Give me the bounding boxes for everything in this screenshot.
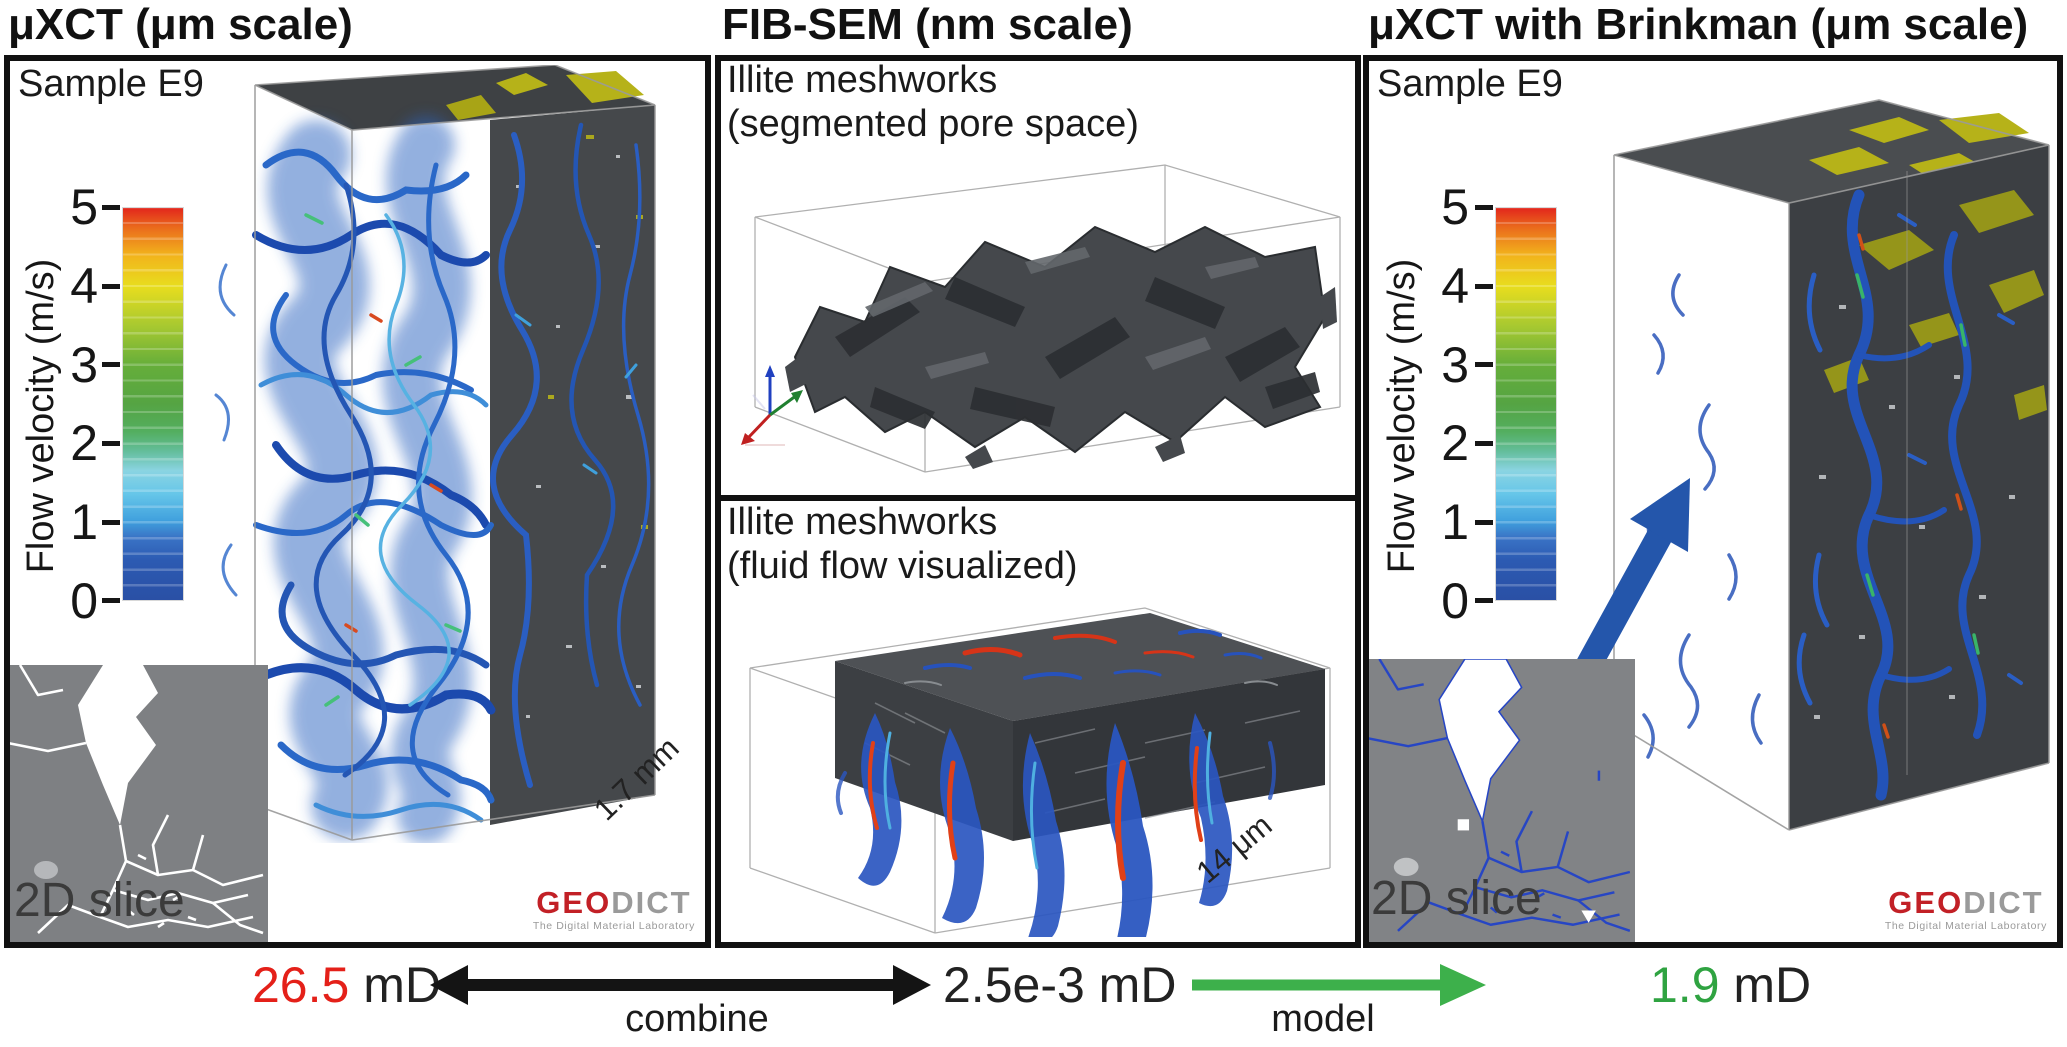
- colorbar-tick-mark: [102, 284, 120, 289]
- brinkman-flow-volume-render: [1559, 99, 2050, 831]
- axis-triad-icon: [741, 365, 803, 446]
- colorbar-tick: 3: [1441, 337, 1469, 393]
- subpanel-divider: [721, 495, 1355, 501]
- slice-label: 2D slice: [14, 874, 185, 927]
- geodict-logo-dict: DICT: [611, 885, 692, 920]
- panel-title-fibsem: FIB-SEM (nm scale): [722, 0, 1133, 49]
- panel-brinkman: Sample E9 Flow velocity (m/s) 5 4 3 2 1 …: [1363, 55, 2063, 948]
- permeability-unit: mD: [1084, 957, 1177, 1013]
- permeability-uxct: 26.5 mD: [252, 956, 441, 1014]
- colorbar-tick: 1: [1441, 494, 1469, 550]
- colorbar-tick: 4: [70, 258, 98, 314]
- uxct-flow-volume-render: [214, 65, 656, 843]
- colorbar-tick: 0: [1441, 573, 1469, 629]
- slice-inset: 2D slice: [1369, 659, 1635, 942]
- colorbar-tick: 3: [70, 337, 98, 393]
- geodict-logo: GEODICT The Digital Material Laboratory: [1880, 885, 2051, 934]
- colorbar: [1495, 207, 1557, 601]
- subpanel-title: Illite meshworks: [727, 59, 998, 101]
- colorbar-tick-mark: [102, 598, 120, 603]
- sample-label: Sample E9: [1377, 63, 1563, 105]
- geodict-logo-dict: DICT: [1963, 885, 2044, 920]
- permeability-fibsem-value: 2.5e-3: [943, 957, 1085, 1013]
- permeability-brinkman-value: 1.9: [1650, 957, 1720, 1013]
- illite-fluid-flow-render: [749, 607, 1331, 937]
- colorbar-tick-mark: [1475, 598, 1493, 603]
- colorbar-tick: 5: [1441, 179, 1469, 235]
- geodict-logo-geo: GEO: [536, 885, 612, 920]
- colorbar-tick-mark: [1475, 362, 1493, 367]
- colorbar-tick: 2: [70, 415, 98, 471]
- colorbar-tick: 2: [1441, 415, 1469, 471]
- subpanel-title: Illite meshworks: [727, 501, 998, 543]
- colorbar-tick-mark: [102, 520, 120, 525]
- slice-render: [1369, 659, 1635, 942]
- slice-render: [10, 665, 268, 942]
- combine-label: combine: [625, 998, 769, 1040]
- colorbar-tick: 1: [70, 494, 98, 550]
- permeability-unit: mD: [349, 957, 441, 1013]
- subpanel-subtitle: (segmented pore space): [727, 103, 1139, 145]
- slice-label: 2D slice: [1371, 872, 1542, 925]
- slice-inset: 2D slice: [10, 665, 268, 942]
- permeability-unit: mD: [1719, 957, 1812, 1013]
- colorbar-tick-mark: [102, 441, 120, 446]
- colorbar-tick-mark: [102, 205, 120, 210]
- combine-arrow-icon: [430, 965, 931, 1005]
- colorbar-tick: 4: [1441, 258, 1469, 314]
- subpanel-subtitle: (fluid flow visualized): [727, 545, 1078, 587]
- colorbar-tick-mark: [1475, 520, 1493, 525]
- permeability-uxct-value: 26.5: [252, 957, 350, 1013]
- annotation-row: 26.5 mD combine 2.5e-3 mD model 1.9 mD: [0, 948, 2067, 1047]
- colorbar-tick-mark: [1475, 284, 1493, 289]
- panel-title-uxct: μXCT (μm scale): [8, 0, 353, 49]
- model-label: model: [1271, 998, 1375, 1040]
- panel-uxct: Sample E9 Flow velocity (m/s) 5 4 3 2 1 …: [4, 55, 711, 948]
- geodict-logo: GEODICT The Digital Material Laboratory: [528, 885, 699, 934]
- geodict-logo-tagline: The Digital Material Laboratory: [532, 920, 695, 932]
- model-arrow-icon: [1192, 964, 1486, 1006]
- panel-title-brinkman: μXCT with Brinkman (μm scale): [1368, 0, 2029, 49]
- geodict-logo-geo: GEO: [1888, 885, 1964, 920]
- geodict-logo-tagline: The Digital Material Laboratory: [1884, 920, 2047, 932]
- colorbar-tick-mark: [1475, 205, 1493, 210]
- colorbar-tick-mark: [1475, 441, 1493, 446]
- colorbar: [122, 207, 184, 601]
- sample-label: Sample E9: [18, 63, 204, 105]
- illite-meshwork-render: [741, 164, 1341, 473]
- permeability-fibsem: 2.5e-3 mD: [943, 956, 1176, 1014]
- permeability-brinkman: 1.9 mD: [1650, 956, 1811, 1014]
- colorbar-tick-mark: [102, 362, 120, 367]
- colorbar-tick: 5: [70, 179, 98, 235]
- colorbar-tick: 0: [70, 573, 98, 629]
- panel-fibsem: Illite meshworks (segmented pore space): [715, 55, 1361, 948]
